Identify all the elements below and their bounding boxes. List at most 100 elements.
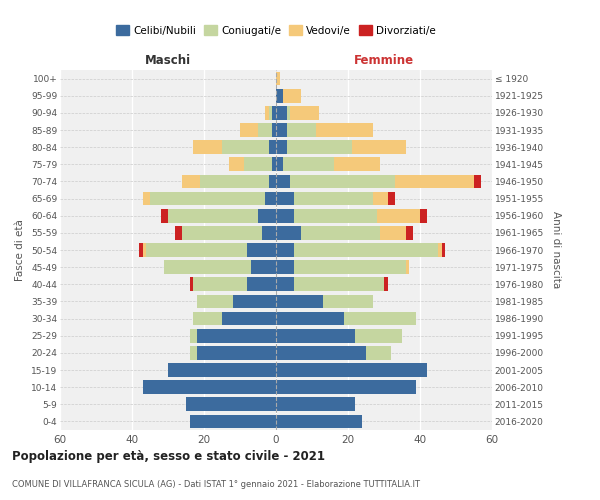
Bar: [197, 346, 276, 360]
Bar: [276, 414, 362, 428]
Bar: [150, 192, 265, 205]
Bar: [229, 158, 244, 171]
Bar: [146, 243, 247, 257]
Bar: [222, 140, 269, 154]
Bar: [290, 106, 319, 120]
Text: Maschi: Maschi: [145, 54, 191, 66]
Bar: [388, 192, 395, 205]
Bar: [262, 226, 276, 239]
Bar: [380, 226, 406, 239]
Bar: [355, 329, 402, 342]
Bar: [272, 123, 276, 137]
Bar: [244, 158, 272, 171]
Bar: [373, 192, 388, 205]
Bar: [294, 209, 377, 222]
Bar: [384, 278, 388, 291]
Bar: [272, 106, 276, 120]
Bar: [276, 123, 287, 137]
Bar: [258, 209, 276, 222]
Bar: [395, 174, 474, 188]
Bar: [182, 174, 200, 188]
Bar: [186, 398, 276, 411]
Bar: [233, 294, 276, 308]
Bar: [276, 140, 287, 154]
Bar: [334, 158, 380, 171]
Bar: [316, 123, 373, 137]
Bar: [247, 278, 276, 291]
Bar: [143, 192, 150, 205]
Bar: [276, 192, 294, 205]
Bar: [258, 123, 272, 137]
Bar: [420, 209, 427, 222]
Bar: [301, 226, 380, 239]
Bar: [287, 140, 352, 154]
Bar: [269, 174, 276, 188]
Bar: [276, 346, 366, 360]
Bar: [272, 158, 276, 171]
Bar: [251, 260, 276, 274]
Bar: [276, 312, 344, 326]
Bar: [276, 398, 355, 411]
Bar: [276, 243, 294, 257]
Y-axis label: Anni di nascita: Anni di nascita: [551, 212, 560, 288]
Bar: [366, 346, 391, 360]
Bar: [294, 243, 438, 257]
Bar: [168, 363, 276, 377]
Bar: [161, 209, 168, 222]
Text: COMUNE DI VILLAFRANCA SICULA (AG) - Dati ISTAT 1° gennaio 2021 - Elaborazione TU: COMUNE DI VILLAFRANCA SICULA (AG) - Dati…: [12, 480, 420, 489]
Bar: [276, 380, 416, 394]
Bar: [197, 329, 276, 342]
Bar: [276, 174, 290, 188]
Bar: [269, 140, 276, 154]
Bar: [294, 192, 373, 205]
Bar: [193, 278, 247, 291]
Bar: [276, 260, 294, 274]
Bar: [406, 226, 413, 239]
Bar: [474, 174, 481, 188]
Bar: [240, 123, 258, 137]
Bar: [276, 226, 301, 239]
Bar: [294, 278, 384, 291]
Bar: [276, 89, 283, 102]
Bar: [190, 414, 276, 428]
Bar: [294, 260, 406, 274]
Bar: [442, 243, 445, 257]
Bar: [143, 380, 276, 394]
Bar: [276, 158, 283, 171]
Bar: [276, 209, 294, 222]
Bar: [222, 312, 276, 326]
Bar: [438, 243, 442, 257]
Bar: [283, 89, 301, 102]
Bar: [290, 174, 395, 188]
Bar: [168, 209, 258, 222]
Bar: [287, 123, 316, 137]
Text: Femmine: Femmine: [354, 54, 414, 66]
Bar: [175, 226, 182, 239]
Bar: [182, 226, 262, 239]
Y-axis label: Fasce di età: Fasce di età: [16, 219, 25, 281]
Bar: [377, 209, 420, 222]
Bar: [276, 106, 287, 120]
Bar: [164, 260, 251, 274]
Bar: [247, 243, 276, 257]
Bar: [344, 312, 416, 326]
Bar: [276, 294, 323, 308]
Bar: [190, 346, 197, 360]
Bar: [276, 363, 427, 377]
Bar: [352, 140, 406, 154]
Legend: Celibi/Nubili, Coniugati/e, Vedovi/e, Divorziati/e: Celibi/Nubili, Coniugati/e, Vedovi/e, Di…: [112, 21, 440, 40]
Bar: [406, 260, 409, 274]
Text: Popolazione per età, sesso e stato civile - 2021: Popolazione per età, sesso e stato civil…: [12, 450, 325, 463]
Bar: [265, 106, 269, 120]
Bar: [190, 278, 193, 291]
Bar: [287, 106, 290, 120]
Bar: [139, 243, 143, 257]
Bar: [276, 72, 280, 86]
Bar: [276, 278, 294, 291]
Bar: [193, 312, 222, 326]
Bar: [269, 106, 272, 120]
Bar: [276, 329, 355, 342]
Bar: [143, 243, 146, 257]
Bar: [283, 158, 334, 171]
Bar: [193, 140, 222, 154]
